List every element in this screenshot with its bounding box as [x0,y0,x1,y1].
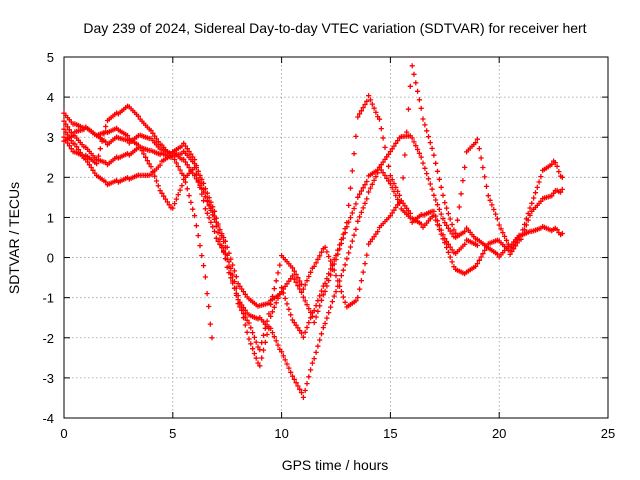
series-layer [61,63,565,400]
y-tick-label: 1 [47,210,54,225]
x-axis-label: GPS time / hours [282,457,389,473]
y-tick-label: 2 [47,170,54,185]
plot-frame [63,56,609,419]
chart-title: Day 239 of 2024, Sidereal Day-to-day VTE… [83,20,586,36]
series-day-3 [61,126,565,400]
y-tick-label: 0 [47,251,54,266]
y-tick-label: 5 [47,50,54,65]
x-tick-label: 0 [60,426,67,441]
y-tick-label: 4 [47,90,54,105]
x-tick-label: 20 [492,426,506,441]
y-tick-label: -2 [42,331,54,346]
x-tick-label: 5 [169,426,176,441]
series-day-4 [61,93,565,369]
grid-layer [64,57,608,418]
x-tick-label: 25 [601,426,615,441]
y-axis-label: SDTVAR / TECUs [6,182,22,294]
y-tick-label: -1 [42,291,54,306]
x-tick-label: 15 [383,426,397,441]
tick-layer: 0 5 10 15 20 25 -4 -3 -2 -1 0 1 2 3 4 5 [42,50,615,441]
x-tick-label: 10 [274,426,288,441]
series-day-2 [61,110,480,326]
y-tick-label: -4 [42,411,54,426]
y-tick-label: 3 [47,130,54,145]
y-tick-label: -3 [42,371,54,386]
series-day-5 [61,63,565,353]
